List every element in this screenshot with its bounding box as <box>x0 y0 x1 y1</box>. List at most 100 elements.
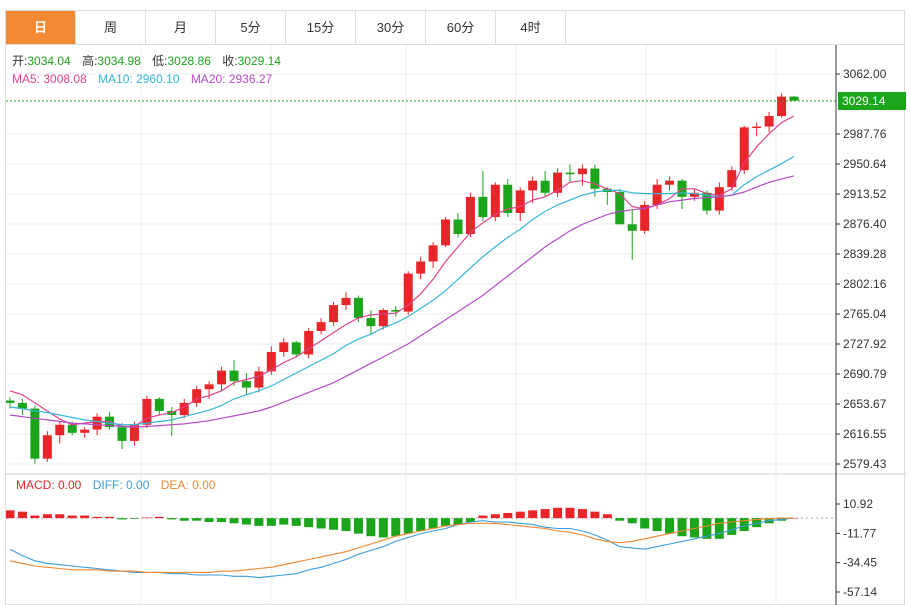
tab-1[interactable]: 周 <box>76 11 146 44</box>
y-tick-label: 3062.00 <box>843 67 887 81</box>
macd-bar <box>30 515 40 519</box>
candle-body <box>67 424 77 433</box>
candle <box>55 421 65 444</box>
y-tick-label: 2765.04 <box>843 307 887 321</box>
macd-bar <box>129 518 139 519</box>
diff-line <box>9 517 795 579</box>
candle <box>416 256 426 280</box>
macd-bar <box>403 518 413 534</box>
macd-bar <box>304 518 314 528</box>
candle <box>192 385 202 407</box>
macd-bar <box>515 511 525 519</box>
candle-body <box>590 168 600 189</box>
candle-body <box>316 322 326 331</box>
candle <box>366 309 376 335</box>
candle <box>702 190 712 215</box>
candle <box>640 200 650 235</box>
ma10-label: MA10: 2960.10 <box>98 72 180 86</box>
macd-bar <box>291 518 301 526</box>
macd-bar <box>105 516 115 519</box>
candle-body <box>490 184 500 218</box>
candle-body <box>279 342 289 353</box>
chart-svg: 3062.00 2987.76 2950.64 2913.52 2876.40 2839.… <box>6 45 906 605</box>
candle-body <box>528 180 538 191</box>
macd-bar <box>677 518 687 537</box>
candle-body <box>577 168 587 175</box>
y-tick-label: 2616.55 <box>843 427 887 441</box>
macd-bar <box>241 518 251 525</box>
macd-bar <box>391 518 401 537</box>
y-tick-label: 2690.79 <box>843 367 887 381</box>
candle <box>316 318 326 335</box>
candle <box>478 170 488 222</box>
candle-body <box>478 196 488 218</box>
macd-bar <box>341 518 351 532</box>
tab-6[interactable]: 60分 <box>426 11 496 44</box>
candle-body <box>391 309 401 312</box>
macd-bar <box>478 515 488 519</box>
macd-bar <box>652 518 662 532</box>
candle <box>453 213 463 238</box>
macd-panel <box>6 507 834 579</box>
candle <box>403 271 413 315</box>
dea-line <box>9 517 794 573</box>
candle <box>665 176 675 191</box>
ma-lines <box>9 115 795 428</box>
macd-bar <box>329 518 339 530</box>
candle-body <box>764 116 774 127</box>
candle <box>528 176 538 204</box>
macd-bar <box>179 518 189 521</box>
macd-bar <box>727 518 737 535</box>
y-tick-label: 2876.40 <box>843 217 887 231</box>
candles <box>6 93 799 464</box>
tab-3[interactable]: 5分 <box>216 11 286 44</box>
candle <box>304 327 314 359</box>
tab-2[interactable]: 月 <box>146 11 216 44</box>
macd-bar <box>279 518 289 525</box>
candle-body <box>689 192 699 197</box>
macd-bar <box>378 518 388 538</box>
tab-7[interactable]: 4时 <box>496 11 566 44</box>
macd-y-tick-label: 10.92 <box>843 497 873 511</box>
macd-bar <box>627 518 637 524</box>
tab-5[interactable]: 30分 <box>356 11 426 44</box>
candle-body <box>254 371 264 388</box>
macd-bar <box>6 510 15 519</box>
current-price-label: 3029.14 <box>842 94 886 108</box>
candle-body <box>565 172 575 175</box>
y-tick-label: 2839.28 <box>843 247 887 261</box>
candle <box>515 187 525 222</box>
macd-bar <box>80 515 90 519</box>
candle <box>627 208 637 260</box>
candle-body <box>627 224 637 231</box>
candle <box>503 179 513 218</box>
candle-body <box>503 184 513 214</box>
macd-y-tick-label: -34.45 <box>843 556 877 570</box>
tab-0[interactable]: 日 <box>6 11 76 44</box>
candle <box>17 398 27 416</box>
macd-bar <box>316 518 326 529</box>
candle-body <box>416 261 426 274</box>
candle-body <box>17 402 27 409</box>
candle <box>80 427 90 438</box>
y-tick-label: 2913.52 <box>843 187 887 201</box>
candle-body <box>752 126 762 129</box>
candle <box>727 166 737 191</box>
macd-bar <box>366 518 376 537</box>
candle-body <box>192 389 202 403</box>
macd-bar <box>154 516 164 519</box>
macd-bar <box>665 518 675 534</box>
candle <box>441 217 451 247</box>
tab-4[interactable]: 15分 <box>286 11 356 44</box>
macd-bar <box>490 514 500 519</box>
candle-body <box>739 127 749 171</box>
macd-bar <box>553 507 563 519</box>
y-tick-label: 2579.43 <box>843 457 887 471</box>
grid <box>6 45 906 605</box>
y-axis: 3062.00 2987.76 2950.64 2913.52 2876.40 2839.… <box>836 67 887 599</box>
candle <box>241 373 251 395</box>
candle-body <box>366 318 376 327</box>
candle-body <box>179 402 189 416</box>
macd-bar <box>441 518 451 526</box>
macd-bar <box>565 507 575 519</box>
